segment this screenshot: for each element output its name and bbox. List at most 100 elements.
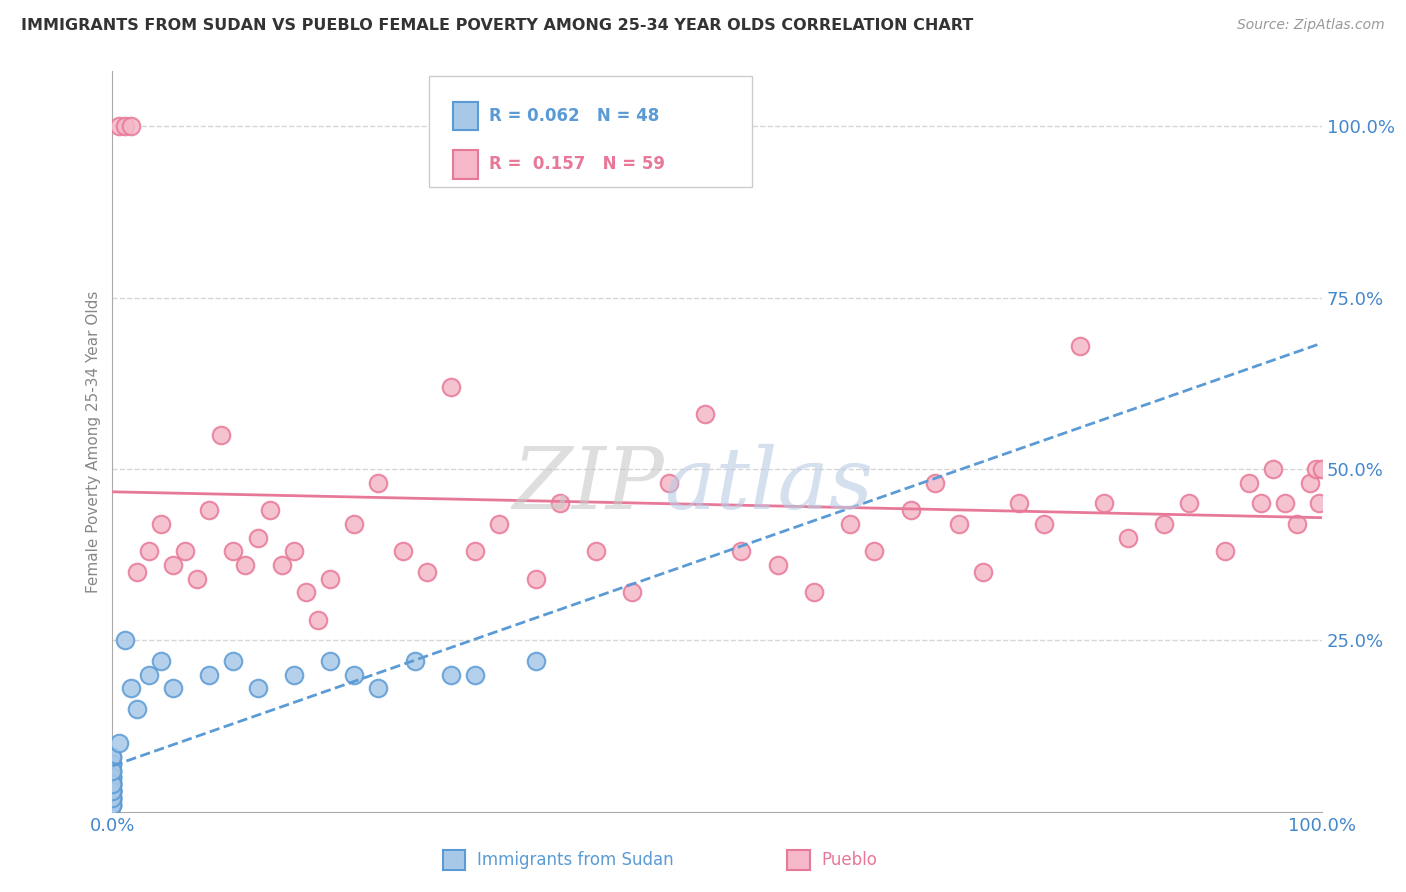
Point: [440, 667, 463, 681]
Point: [107, 119, 129, 133]
Point: [107, 736, 129, 750]
Point: [548, 496, 571, 510]
Point: [367, 475, 389, 490]
Point: [101, 777, 124, 791]
Point: [1298, 475, 1320, 490]
Point: [391, 544, 413, 558]
Point: [1213, 544, 1236, 558]
Point: [1092, 496, 1115, 510]
Point: [101, 750, 124, 764]
Point: [101, 791, 124, 805]
Point: [101, 777, 124, 791]
Point: [101, 788, 124, 802]
Point: [1177, 496, 1199, 510]
Point: [693, 407, 716, 421]
Point: [101, 797, 124, 812]
Point: [1263, 462, 1285, 476]
Point: [149, 654, 172, 668]
Point: [101, 750, 124, 764]
Point: [125, 702, 148, 716]
Point: [1286, 516, 1309, 531]
Point: [101, 791, 124, 805]
Point: [464, 667, 486, 681]
Point: [283, 667, 305, 681]
Point: [101, 784, 124, 798]
Point: [839, 516, 862, 531]
Point: [1305, 462, 1327, 476]
Point: [367, 681, 389, 696]
Point: [138, 667, 160, 681]
Point: [307, 613, 329, 627]
Text: R = 0.062   N = 48: R = 0.062 N = 48: [489, 107, 659, 125]
Point: [343, 516, 366, 531]
Point: [524, 572, 547, 586]
Point: [101, 764, 124, 778]
Text: R =  0.157   N = 59: R = 0.157 N = 59: [489, 155, 665, 173]
Text: Pueblo: Pueblo: [821, 851, 877, 869]
Point: [149, 516, 172, 531]
Point: [295, 585, 318, 599]
Point: [319, 654, 342, 668]
Point: [101, 791, 124, 805]
Point: [101, 777, 124, 791]
Point: [101, 764, 124, 778]
Point: [1032, 516, 1054, 531]
Text: Source: ZipAtlas.com: Source: ZipAtlas.com: [1237, 18, 1385, 32]
Point: [174, 544, 197, 558]
Point: [101, 756, 124, 771]
Text: ZIP: ZIP: [512, 443, 664, 526]
Point: [114, 119, 136, 133]
Point: [101, 797, 124, 812]
Point: [101, 794, 124, 808]
Point: [1153, 516, 1175, 531]
Point: [101, 771, 124, 785]
Text: Immigrants from Sudan: Immigrants from Sudan: [477, 851, 673, 869]
Point: [101, 784, 124, 798]
Point: [101, 764, 124, 778]
Text: atlas: atlas: [664, 443, 873, 526]
Point: [524, 654, 547, 668]
Point: [101, 773, 124, 788]
Point: [138, 544, 160, 558]
Point: [186, 572, 208, 586]
Point: [1274, 496, 1296, 510]
Point: [1310, 462, 1333, 476]
Point: [246, 681, 269, 696]
Point: [440, 380, 463, 394]
Point: [259, 503, 281, 517]
Point: [125, 565, 148, 579]
Point: [924, 475, 946, 490]
Point: [101, 784, 124, 798]
Point: [101, 791, 124, 805]
Point: [900, 503, 922, 517]
Y-axis label: Female Poverty Among 25-34 Year Olds: Female Poverty Among 25-34 Year Olds: [86, 291, 101, 592]
Point: [1116, 531, 1139, 545]
Point: [488, 516, 510, 531]
Point: [319, 572, 342, 586]
Text: IMMIGRANTS FROM SUDAN VS PUEBLO FEMALE POVERTY AMONG 25-34 YEAR OLDS CORRELATION: IMMIGRANTS FROM SUDAN VS PUEBLO FEMALE P…: [21, 18, 973, 33]
Point: [198, 667, 221, 681]
Point: [766, 558, 789, 572]
Point: [222, 654, 245, 668]
Point: [235, 558, 257, 572]
Point: [120, 681, 142, 696]
Point: [114, 633, 136, 648]
Point: [730, 544, 752, 558]
Point: [162, 558, 184, 572]
Point: [1069, 338, 1091, 352]
Point: [101, 784, 124, 798]
Point: [863, 544, 886, 558]
Point: [1237, 475, 1260, 490]
Point: [343, 667, 366, 681]
Point: [1250, 496, 1272, 510]
Point: [585, 544, 607, 558]
Point: [948, 516, 970, 531]
Point: [1308, 496, 1330, 510]
Point: [246, 531, 269, 545]
Point: [101, 784, 124, 798]
Point: [1008, 496, 1031, 510]
Point: [101, 771, 124, 785]
Point: [198, 503, 221, 517]
Point: [803, 585, 825, 599]
Point: [283, 544, 305, 558]
